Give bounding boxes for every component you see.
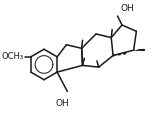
Text: OCH₃: OCH₃ — [2, 52, 24, 61]
Text: OH: OH — [55, 99, 69, 108]
Text: OH: OH — [120, 4, 134, 13]
